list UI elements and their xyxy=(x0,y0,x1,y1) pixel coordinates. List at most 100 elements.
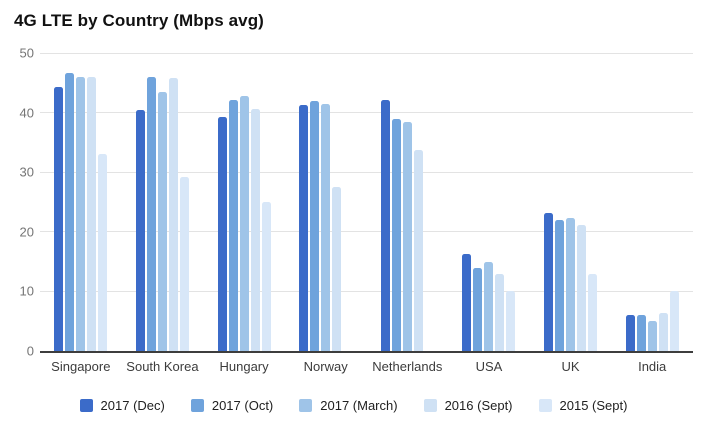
gridline xyxy=(40,171,693,173)
bar xyxy=(473,268,483,351)
bar xyxy=(413,149,423,351)
bar xyxy=(625,314,635,351)
bar xyxy=(261,202,271,351)
bar-slot xyxy=(473,53,483,351)
bar-slot xyxy=(544,53,554,351)
legend-swatch-icon xyxy=(190,399,204,412)
bar xyxy=(669,291,679,351)
bar-slot xyxy=(157,53,167,351)
bar xyxy=(76,77,86,351)
bar-slot xyxy=(310,53,320,351)
bar-group xyxy=(367,53,449,351)
bar xyxy=(658,312,668,351)
bar-slot xyxy=(625,53,635,351)
bar-slot xyxy=(168,53,178,351)
bar-slot xyxy=(484,53,494,351)
bar-slot xyxy=(555,53,565,351)
bar-slot xyxy=(239,53,249,351)
y-tick-label: 20 xyxy=(19,224,34,240)
bar xyxy=(402,122,412,351)
legend-label: 2017 (Dec) xyxy=(100,398,165,413)
legend-label: 2017 (Oct) xyxy=(211,398,274,413)
bar-group xyxy=(448,53,530,351)
legend-swatch-icon xyxy=(79,399,93,412)
bar-slot xyxy=(658,53,668,351)
legend-swatch-icon xyxy=(538,399,552,412)
bar-slot xyxy=(217,53,227,351)
bar xyxy=(506,291,516,351)
bar xyxy=(157,91,167,351)
category-label: USA xyxy=(475,359,503,374)
legend-item: 2015 (Sept) xyxy=(538,398,628,413)
category-label: South Korea xyxy=(126,359,199,374)
legend: 2017 (Dec) 2017 (Oct) 2017 (March) 2016 (Se… xyxy=(0,398,707,413)
gridline xyxy=(40,112,693,114)
bar-groups xyxy=(40,53,693,351)
y-axis: 0 10 20 30 40 50 xyxy=(0,46,34,359)
bar-slot xyxy=(179,53,189,351)
bar xyxy=(228,100,238,351)
bar-slot xyxy=(261,53,271,351)
bar xyxy=(321,104,331,351)
bar xyxy=(636,314,646,351)
bar-group xyxy=(530,53,612,351)
bar xyxy=(135,110,145,351)
bar xyxy=(54,86,64,351)
bar xyxy=(380,100,390,351)
bar-slot xyxy=(299,53,309,351)
bar-group xyxy=(122,53,204,351)
legend-label: 2016 (Sept) xyxy=(444,398,513,413)
bar-slot xyxy=(462,53,472,351)
bar-slot xyxy=(76,53,86,351)
bar xyxy=(566,217,576,351)
bar-slot xyxy=(250,53,260,351)
bar xyxy=(168,78,178,351)
bar-slot xyxy=(566,53,576,351)
bar xyxy=(577,225,587,351)
bar-slot xyxy=(343,53,352,351)
bar-slot xyxy=(647,53,657,351)
x-axis-line xyxy=(40,351,693,353)
bar xyxy=(332,187,342,351)
bar-slot xyxy=(588,53,598,351)
bar-slot xyxy=(146,53,156,351)
bar xyxy=(484,262,494,351)
bar xyxy=(588,273,598,351)
bar xyxy=(495,274,505,351)
bar xyxy=(65,73,75,351)
gridline xyxy=(40,290,693,292)
y-tick-label: 50 xyxy=(19,45,34,61)
legend-item: 2017 (Oct) xyxy=(190,398,274,413)
bar-slot xyxy=(577,53,587,351)
legend-item: 2017 (March) xyxy=(299,398,398,413)
plot-area xyxy=(40,52,693,353)
bar-slot xyxy=(332,53,342,351)
bar xyxy=(555,220,565,351)
legend-label: 2015 (Sept) xyxy=(559,398,628,413)
bar-slot xyxy=(65,53,75,351)
bar-slot xyxy=(402,53,412,351)
bar xyxy=(647,320,657,351)
category-label: Singapore xyxy=(51,359,111,374)
chart-title: 4G LTE by Country (Mbps avg) xyxy=(14,11,264,30)
bar-group xyxy=(285,53,367,351)
legend-item: 2016 (Sept) xyxy=(423,398,513,413)
bar xyxy=(98,154,108,351)
y-tick-label: 30 xyxy=(19,164,34,180)
bar-slot xyxy=(54,53,64,351)
bar-slot xyxy=(87,53,97,351)
bar-slot xyxy=(228,53,238,351)
bar-slot xyxy=(413,53,423,351)
bar xyxy=(217,117,227,351)
bar-slot xyxy=(380,53,390,351)
y-tick-label: 10 xyxy=(19,283,34,299)
bar-slot xyxy=(506,53,516,351)
bar xyxy=(462,253,472,351)
bar-slot xyxy=(135,53,145,351)
bar-slot xyxy=(321,53,331,351)
bar-group xyxy=(611,53,693,351)
legend-label: 2017 (March) xyxy=(320,398,398,413)
gridline xyxy=(40,52,693,54)
bar xyxy=(544,213,554,351)
bar xyxy=(179,176,189,351)
